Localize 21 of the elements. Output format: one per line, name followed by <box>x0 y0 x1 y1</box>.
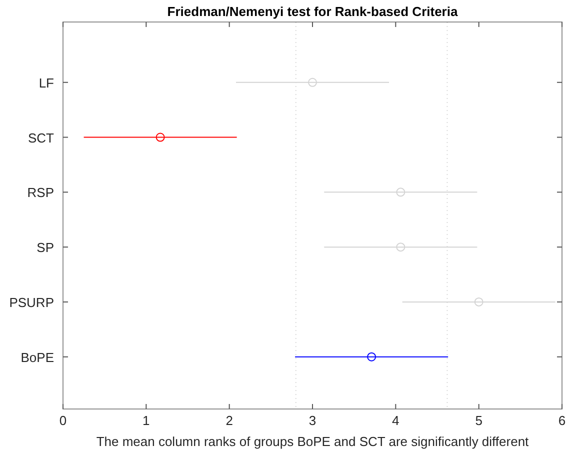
point <box>367 352 376 362</box>
point <box>474 297 484 306</box>
y-tick-label: RSP <box>27 185 54 200</box>
x-tick-label: 0 <box>59 413 67 428</box>
x-tick-label: 3 <box>308 413 316 428</box>
point <box>396 242 406 252</box>
x-tick-label: 1 <box>142 413 150 428</box>
y-tick-label: LF <box>38 75 54 90</box>
x-tick-label: 5 <box>475 413 482 428</box>
x-tick-label: 2 <box>226 413 233 428</box>
chart-title: Friedman/Nemenyi test for Rank-based Criteria <box>167 4 458 19</box>
y-tick-label: BoPE <box>20 350 54 365</box>
x-tick-label: 6 <box>558 413 566 428</box>
y-tick-label: PSURP <box>9 294 54 310</box>
x-axis-title: The mean column ranks of groups BoPE and SCT are significantly different <box>96 434 530 449</box>
y-tick-label: SP <box>36 240 54 256</box>
point <box>396 188 406 197</box>
point <box>308 78 317 87</box>
x-tick-label: 4 <box>392 413 400 428</box>
y-tick-label: SCT <box>28 130 54 146</box>
point <box>156 132 165 142</box>
